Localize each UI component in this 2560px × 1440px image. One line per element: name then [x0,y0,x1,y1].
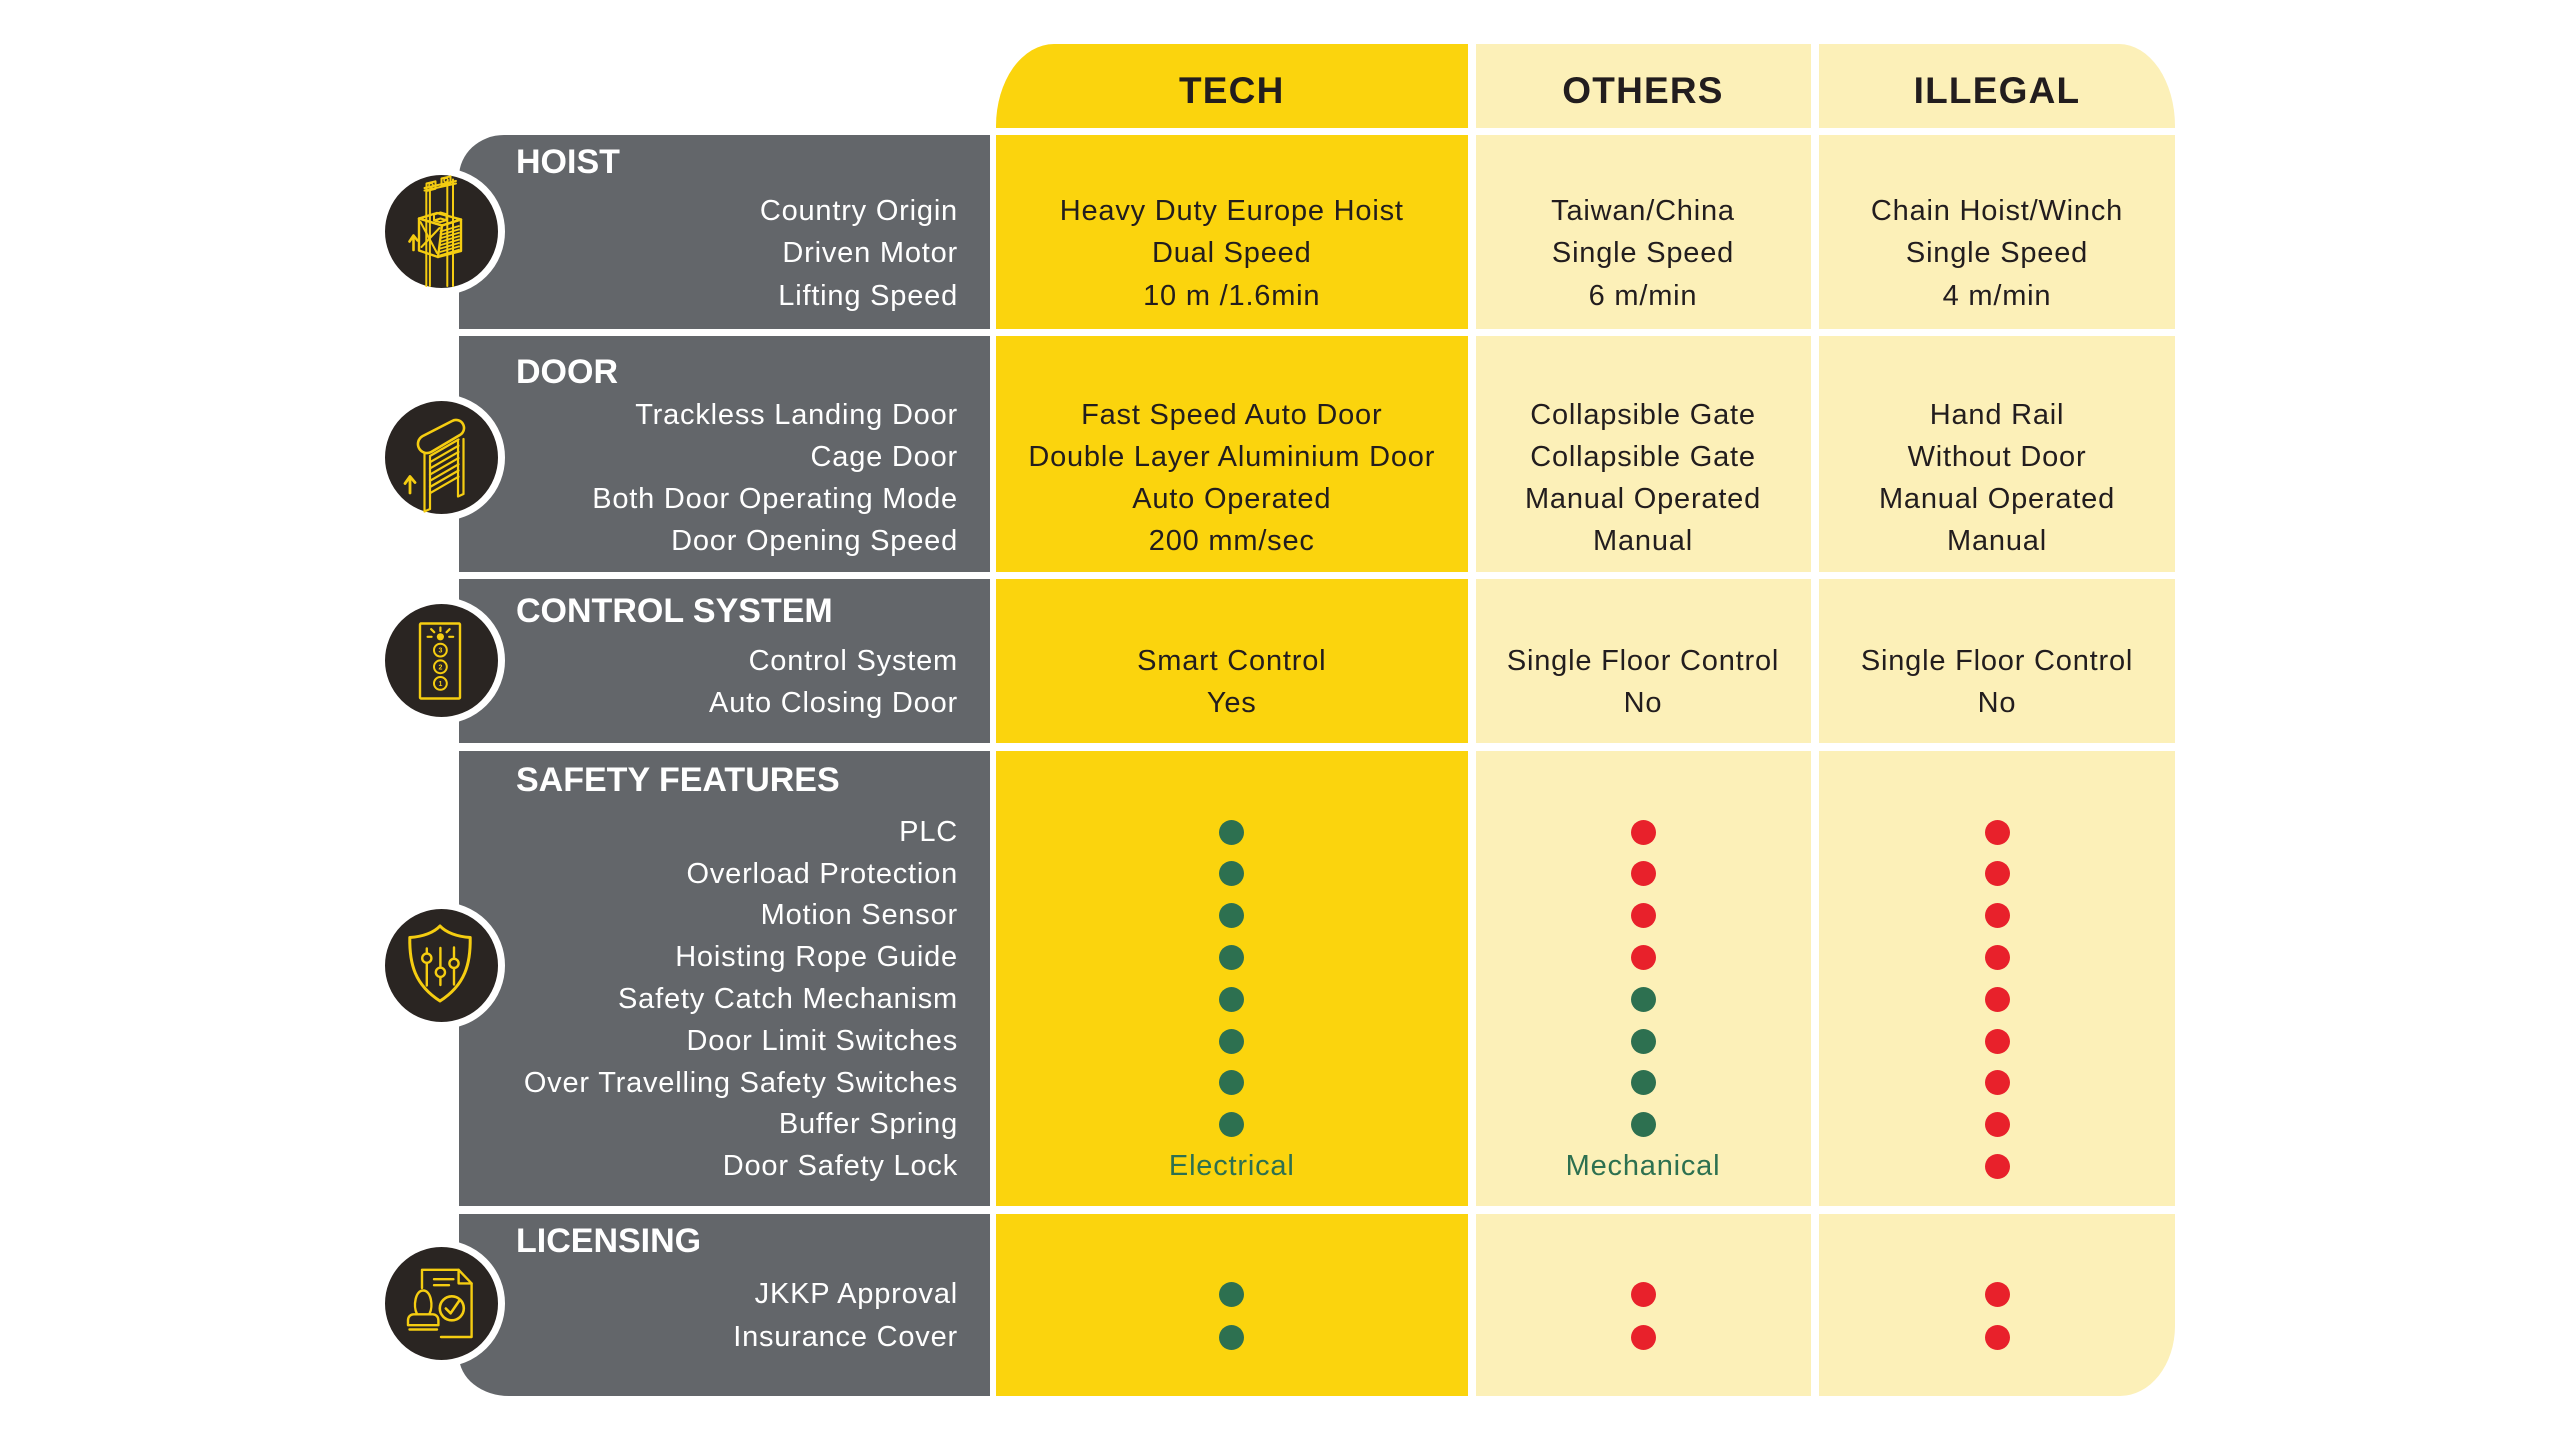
svg-text:3: 3 [438,648,442,655]
svg-text:2: 2 [438,664,442,671]
svg-text:1: 1 [438,681,442,688]
